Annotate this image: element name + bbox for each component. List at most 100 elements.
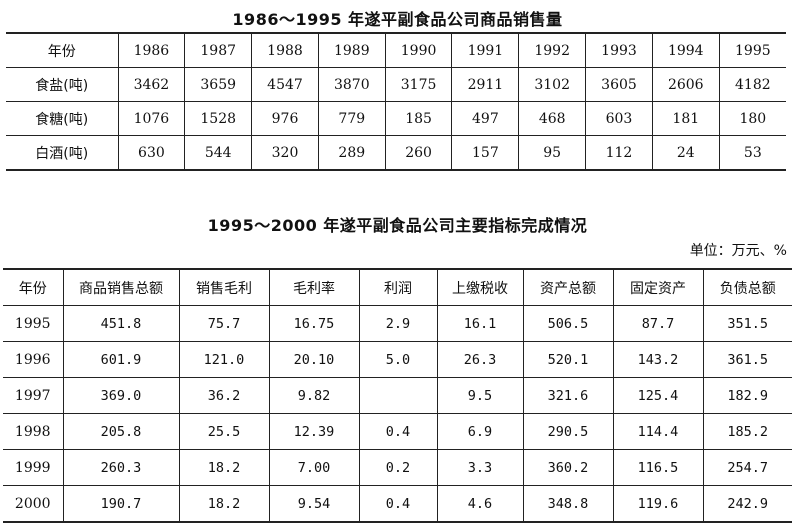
year-header-cell: 1986 bbox=[117, 32, 186, 68]
indicators-table: 年份 商品销售总额 销售毛利 毛利率 利润 上缴税收 资产总额 固定资产 负债总额 1995 451… bbox=[3, 268, 792, 523]
value-cell: 601.9 bbox=[62, 341, 180, 378]
header-cell-year-label: 年份 bbox=[6, 32, 119, 68]
year-cell: 1997 bbox=[3, 377, 64, 414]
value-cell: 95 bbox=[518, 135, 587, 171]
year-header-cell: 1987 bbox=[184, 32, 253, 68]
value-cell: 0.4 bbox=[358, 485, 438, 523]
table-row: 1999 260.3 18.2 7.00 0.2 3.3 360.2 116.5 254.7 bbox=[3, 449, 792, 486]
header-cell: 资产总额 bbox=[522, 268, 614, 306]
header-cell: 固定资产 bbox=[612, 268, 704, 306]
value-cell: 18.2 bbox=[178, 449, 270, 486]
value-cell: 185.2 bbox=[702, 413, 792, 450]
row-label-cell: 白酒(吨) bbox=[6, 135, 119, 171]
year-header-cell: 1993 bbox=[585, 32, 653, 68]
value-cell: 2.9 bbox=[358, 305, 438, 342]
table-row: 1998 205.8 25.5 12.39 0.4 6.9 290.5 114.4 185.2 bbox=[3, 413, 792, 450]
value-cell: 125.4 bbox=[612, 377, 704, 414]
value-cell: 3870 bbox=[317, 67, 386, 102]
value-cell: 0.2 bbox=[358, 449, 438, 486]
value-cell: 3102 bbox=[518, 67, 587, 102]
table-row: 1996 601.9 121.0 20.10 5.0 26.3 520.1 143.2 361.… bbox=[3, 341, 792, 378]
value-cell: 289 bbox=[317, 135, 386, 171]
value-cell: 4.6 bbox=[436, 485, 524, 523]
year-header-cell: 1991 bbox=[451, 32, 520, 68]
table-row: 食糖(吨) 1076 1528 976 779 185 497 468 603 181 180 bbox=[6, 101, 786, 136]
value-cell: 1528 bbox=[184, 101, 253, 136]
value-cell: 116.5 bbox=[612, 449, 704, 486]
table-row: 食盐(吨) 3462 3659 4547 3870 3175 2911 3102 3605 260… bbox=[6, 67, 786, 102]
unit-label: 单位：万元、% bbox=[689, 243, 787, 259]
value-cell: 290.5 bbox=[522, 413, 614, 450]
value-cell: 7.00 bbox=[268, 449, 360, 486]
value-cell: 1076 bbox=[117, 101, 186, 136]
value-cell: 190.7 bbox=[62, 485, 180, 523]
value-cell bbox=[358, 377, 438, 414]
row-label-cell: 食盐(吨) bbox=[6, 67, 119, 102]
year-cell: 1995 bbox=[3, 305, 64, 342]
header-cell: 上缴税收 bbox=[436, 268, 524, 306]
value-cell: 976 bbox=[251, 101, 319, 136]
table-row: 1995 451.8 75.7 16.75 2.9 16.1 506.5 87.7 351.5 bbox=[3, 305, 792, 342]
year-header-cell: 1992 bbox=[518, 32, 587, 68]
year-header-cell: 1994 bbox=[651, 32, 720, 68]
value-cell: 779 bbox=[317, 101, 386, 136]
year-cell: 1999 bbox=[3, 449, 64, 486]
value-cell: 260.3 bbox=[62, 449, 180, 486]
value-cell: 182.9 bbox=[702, 377, 792, 414]
row-label-cell: 食糖(吨) bbox=[6, 101, 119, 136]
value-cell: 3175 bbox=[384, 67, 453, 102]
value-cell: 25.5 bbox=[178, 413, 270, 450]
value-cell: 369.0 bbox=[62, 377, 180, 414]
value-cell: 3605 bbox=[585, 67, 653, 102]
value-cell: 506.5 bbox=[522, 305, 614, 342]
value-cell: 260 bbox=[384, 135, 453, 171]
value-cell: 544 bbox=[184, 135, 253, 171]
header-row: 年份 1986 1987 1988 1989 1990 1991 1992 1993 1994 19… bbox=[6, 32, 786, 68]
table-row: 2000 190.7 18.2 9.54 0.4 4.6 348.8 119.6 242.9 bbox=[3, 485, 792, 523]
value-cell: 24 bbox=[651, 135, 720, 171]
value-cell: 497 bbox=[451, 101, 520, 136]
header-cell: 商品销售总额 bbox=[62, 268, 180, 306]
value-cell: 320 bbox=[251, 135, 319, 171]
value-cell: 157 bbox=[451, 135, 520, 171]
value-cell: 348.8 bbox=[522, 485, 614, 523]
value-cell: 351.5 bbox=[702, 305, 792, 342]
value-cell: 451.8 bbox=[62, 305, 180, 342]
value-cell: 205.8 bbox=[62, 413, 180, 450]
value-cell: 242.9 bbox=[702, 485, 792, 523]
year-header-cell: 1995 bbox=[718, 32, 786, 68]
value-cell: 185 bbox=[384, 101, 453, 136]
table-row: 1997 369.0 36.2 9.82 9.5 321.6 125.4 182.9 bbox=[3, 377, 792, 414]
value-cell: 121.0 bbox=[178, 341, 270, 378]
value-cell: 20.10 bbox=[268, 341, 360, 378]
value-cell: 360.2 bbox=[522, 449, 614, 486]
value-cell: 75.7 bbox=[178, 305, 270, 342]
value-cell: 53 bbox=[718, 135, 786, 171]
header-cell: 利润 bbox=[358, 268, 438, 306]
value-cell: 520.1 bbox=[522, 341, 614, 378]
year-cell: 2000 bbox=[3, 485, 64, 523]
value-cell: 9.5 bbox=[436, 377, 524, 414]
year-header-cell: 1988 bbox=[251, 32, 319, 68]
year-cell: 1998 bbox=[3, 413, 64, 450]
value-cell: 321.6 bbox=[522, 377, 614, 414]
value-cell: 3659 bbox=[184, 67, 253, 102]
header-row: 年份 商品销售总额 销售毛利 毛利率 利润 上缴税收 资产总额 固定资产 负债总额 bbox=[3, 268, 792, 306]
value-cell: 4182 bbox=[718, 67, 786, 102]
value-cell: 2606 bbox=[651, 67, 720, 102]
header-cell: 负债总额 bbox=[702, 268, 792, 306]
value-cell: 18.2 bbox=[178, 485, 270, 523]
value-cell: 630 bbox=[117, 135, 186, 171]
value-cell: 603 bbox=[585, 101, 653, 136]
table-row: 白酒(吨) 630 544 320 289 260 157 95 112 24 53 bbox=[6, 135, 786, 171]
table1-title: 1986～1995 年遂平副食品公司商品销售量 bbox=[232, 10, 563, 29]
value-cell: 361.5 bbox=[702, 341, 792, 378]
value-cell: 9.54 bbox=[268, 485, 360, 523]
year-header-cell: 1989 bbox=[317, 32, 386, 68]
year-header-cell: 1990 bbox=[384, 32, 453, 68]
value-cell: 9.82 bbox=[268, 377, 360, 414]
value-cell: 12.39 bbox=[268, 413, 360, 450]
value-cell: 36.2 bbox=[178, 377, 270, 414]
value-cell: 143.2 bbox=[612, 341, 704, 378]
value-cell: 181 bbox=[651, 101, 720, 136]
